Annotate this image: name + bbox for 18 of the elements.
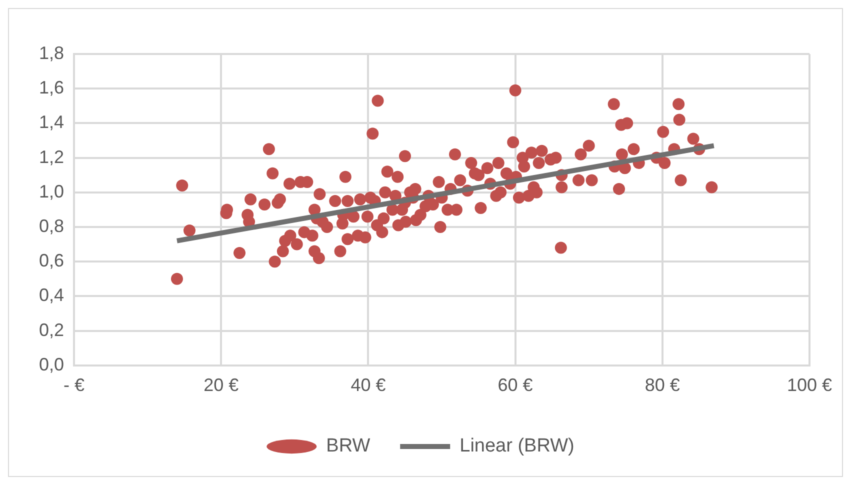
- y-tick-label: 0,8: [38, 216, 64, 236]
- legend-label: BRW: [326, 436, 370, 457]
- x-tick-label: 100 €: [786, 375, 832, 396]
- x-tick-label: 40 €: [350, 375, 386, 396]
- x-tick-label: - €: [64, 375, 85, 396]
- y-tick-label: 0,6: [38, 250, 64, 271]
- y-tick-label: 1,6: [38, 78, 64, 98]
- y-tick-label: 1,0: [38, 181, 64, 202]
- x-tick-label: 20 €: [204, 375, 239, 396]
- y-tick-label: 0,0: [38, 354, 64, 374]
- legend-label: Linear (BRW): [460, 436, 574, 457]
- y-tick-label: 1,8: [38, 42, 64, 63]
- x-tick-label: 80 €: [644, 375, 680, 396]
- y-tick-label: 1,4: [38, 112, 64, 132]
- x-tick-label: 60 €: [498, 375, 533, 396]
- y-tick-label: 0,2: [38, 320, 64, 340]
- y-tick-label: 0,4: [38, 285, 64, 306]
- y-tick-label: 1,2: [38, 146, 64, 167]
